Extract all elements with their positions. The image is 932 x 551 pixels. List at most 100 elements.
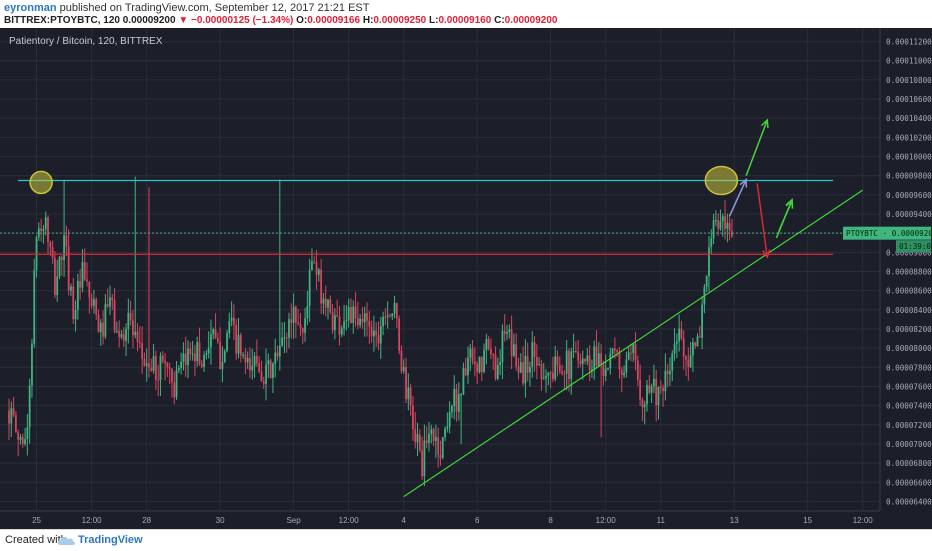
candle-body bbox=[696, 336, 699, 347]
candle-body bbox=[639, 379, 642, 400]
countdown-label: 01:39:01 bbox=[899, 242, 932, 251]
candle-body bbox=[129, 312, 132, 321]
candle-body bbox=[552, 372, 554, 380]
candle-body bbox=[177, 368, 180, 371]
candle-body bbox=[451, 406, 453, 413]
candle-body bbox=[350, 306, 352, 323]
candle-body bbox=[579, 360, 582, 364]
candle-body bbox=[255, 355, 258, 364]
x-tick-label: 30 bbox=[216, 516, 225, 525]
candle-body bbox=[613, 348, 616, 351]
candle-body bbox=[299, 324, 302, 329]
candle-body bbox=[272, 363, 274, 378]
candle-body bbox=[226, 333, 228, 351]
candle-body bbox=[687, 359, 690, 368]
candle-body bbox=[47, 217, 49, 243]
x-tick-label: 12:00 bbox=[853, 516, 874, 525]
candle-body bbox=[386, 315, 389, 317]
author-link[interactable]: eyronman bbox=[4, 2, 57, 14]
candle-body bbox=[81, 262, 84, 288]
candle-body bbox=[671, 353, 674, 371]
candle-body bbox=[389, 315, 391, 317]
x-tick-label: 6 bbox=[475, 516, 480, 525]
candle-body bbox=[554, 356, 557, 380]
candle-body bbox=[611, 348, 614, 354]
candle-body bbox=[56, 276, 59, 296]
candle-body bbox=[678, 328, 681, 342]
candle-body bbox=[40, 228, 43, 232]
candle-body bbox=[285, 337, 288, 339]
y-tick-label: 0.00008600 bbox=[886, 287, 932, 296]
price-tag-bg bbox=[843, 226, 931, 240]
candle-body bbox=[524, 355, 527, 384]
candle-body bbox=[680, 328, 683, 339]
symbol-price: BITTREX:PTOYBTC, 120 0.00009200 bbox=[4, 15, 179, 26]
candle-body bbox=[253, 355, 256, 366]
x-tick-label: 11 bbox=[657, 516, 666, 525]
candle-body bbox=[430, 429, 433, 434]
price-tag-label: PTOYBTC · 0.00009200 bbox=[846, 229, 932, 238]
candle-body bbox=[191, 353, 194, 355]
y-tick-label: 0.00010600 bbox=[886, 95, 932, 104]
candle-body bbox=[673, 343, 676, 354]
candle-body bbox=[281, 337, 284, 346]
candle-body bbox=[395, 303, 398, 319]
candle-body bbox=[19, 437, 22, 440]
chart-title: Patientory / Bitcoin, 120, BITTREX bbox=[9, 36, 163, 47]
candle-body bbox=[650, 386, 653, 393]
candle-body bbox=[127, 312, 130, 330]
y-tick-label: 0.00011000 bbox=[886, 57, 932, 66]
candle-body bbox=[17, 432, 20, 440]
y-tick-label: 0.00007600 bbox=[886, 382, 932, 391]
ohlc-key-1: H: bbox=[360, 15, 374, 26]
candle-body bbox=[276, 352, 279, 357]
candle-body bbox=[187, 348, 189, 366]
candle-body bbox=[682, 338, 685, 357]
candle-body bbox=[210, 334, 212, 348]
x-tick-label: Sep bbox=[286, 516, 301, 525]
candle-body bbox=[207, 347, 210, 354]
candle-body bbox=[173, 382, 176, 398]
candles bbox=[8, 176, 733, 487]
candle-body bbox=[393, 303, 396, 314]
candle-body bbox=[469, 348, 472, 358]
candle-body bbox=[669, 370, 671, 375]
candle-body bbox=[556, 356, 559, 365]
candle-body bbox=[391, 313, 394, 317]
tradingview-brand[interactable]: TradingView bbox=[78, 534, 143, 546]
candle-body bbox=[340, 328, 343, 335]
candle-body bbox=[356, 317, 359, 326]
candle-body bbox=[145, 363, 148, 366]
candle-body bbox=[655, 378, 658, 406]
candle-body bbox=[237, 335, 240, 354]
candle-body bbox=[258, 363, 261, 372]
price-change: ▼ −0.00000125 (−1.34%) bbox=[178, 15, 294, 26]
candle-body bbox=[244, 354, 247, 363]
candle-body bbox=[462, 368, 465, 395]
candle-body bbox=[724, 216, 726, 229]
candle-body bbox=[347, 306, 350, 321]
candle-body bbox=[21, 437, 24, 444]
candle-body bbox=[710, 238, 713, 248]
candle-body bbox=[132, 320, 134, 336]
candle-body bbox=[306, 305, 309, 319]
candle-body bbox=[595, 346, 598, 366]
y-tick-label: 0.00010400 bbox=[886, 114, 932, 123]
price-chart[interactable]: 0.00011200 0.00011000 0.00010800 0.00010600… bbox=[0, 28, 932, 529]
candle-body bbox=[175, 370, 178, 398]
candle-body bbox=[584, 358, 586, 362]
y-tick-label: 0.00011200 bbox=[886, 38, 932, 47]
y-tick-label: 0.00007000 bbox=[886, 440, 932, 449]
arrow-head bbox=[785, 199, 794, 209]
countdown-bg bbox=[896, 240, 931, 253]
candle-body bbox=[8, 410, 10, 424]
candle-body bbox=[382, 316, 384, 327]
candle-body bbox=[373, 330, 375, 337]
candle-body bbox=[652, 378, 655, 387]
candle-body bbox=[104, 303, 107, 337]
candle-body bbox=[354, 306, 357, 318]
candle-body bbox=[632, 344, 635, 353]
candle-body bbox=[65, 235, 68, 247]
arrow-head bbox=[760, 118, 769, 129]
symbol-line: BITTREX:PTOYBTC, 120 0.00009200 ▼ −0.000… bbox=[4, 15, 558, 26]
